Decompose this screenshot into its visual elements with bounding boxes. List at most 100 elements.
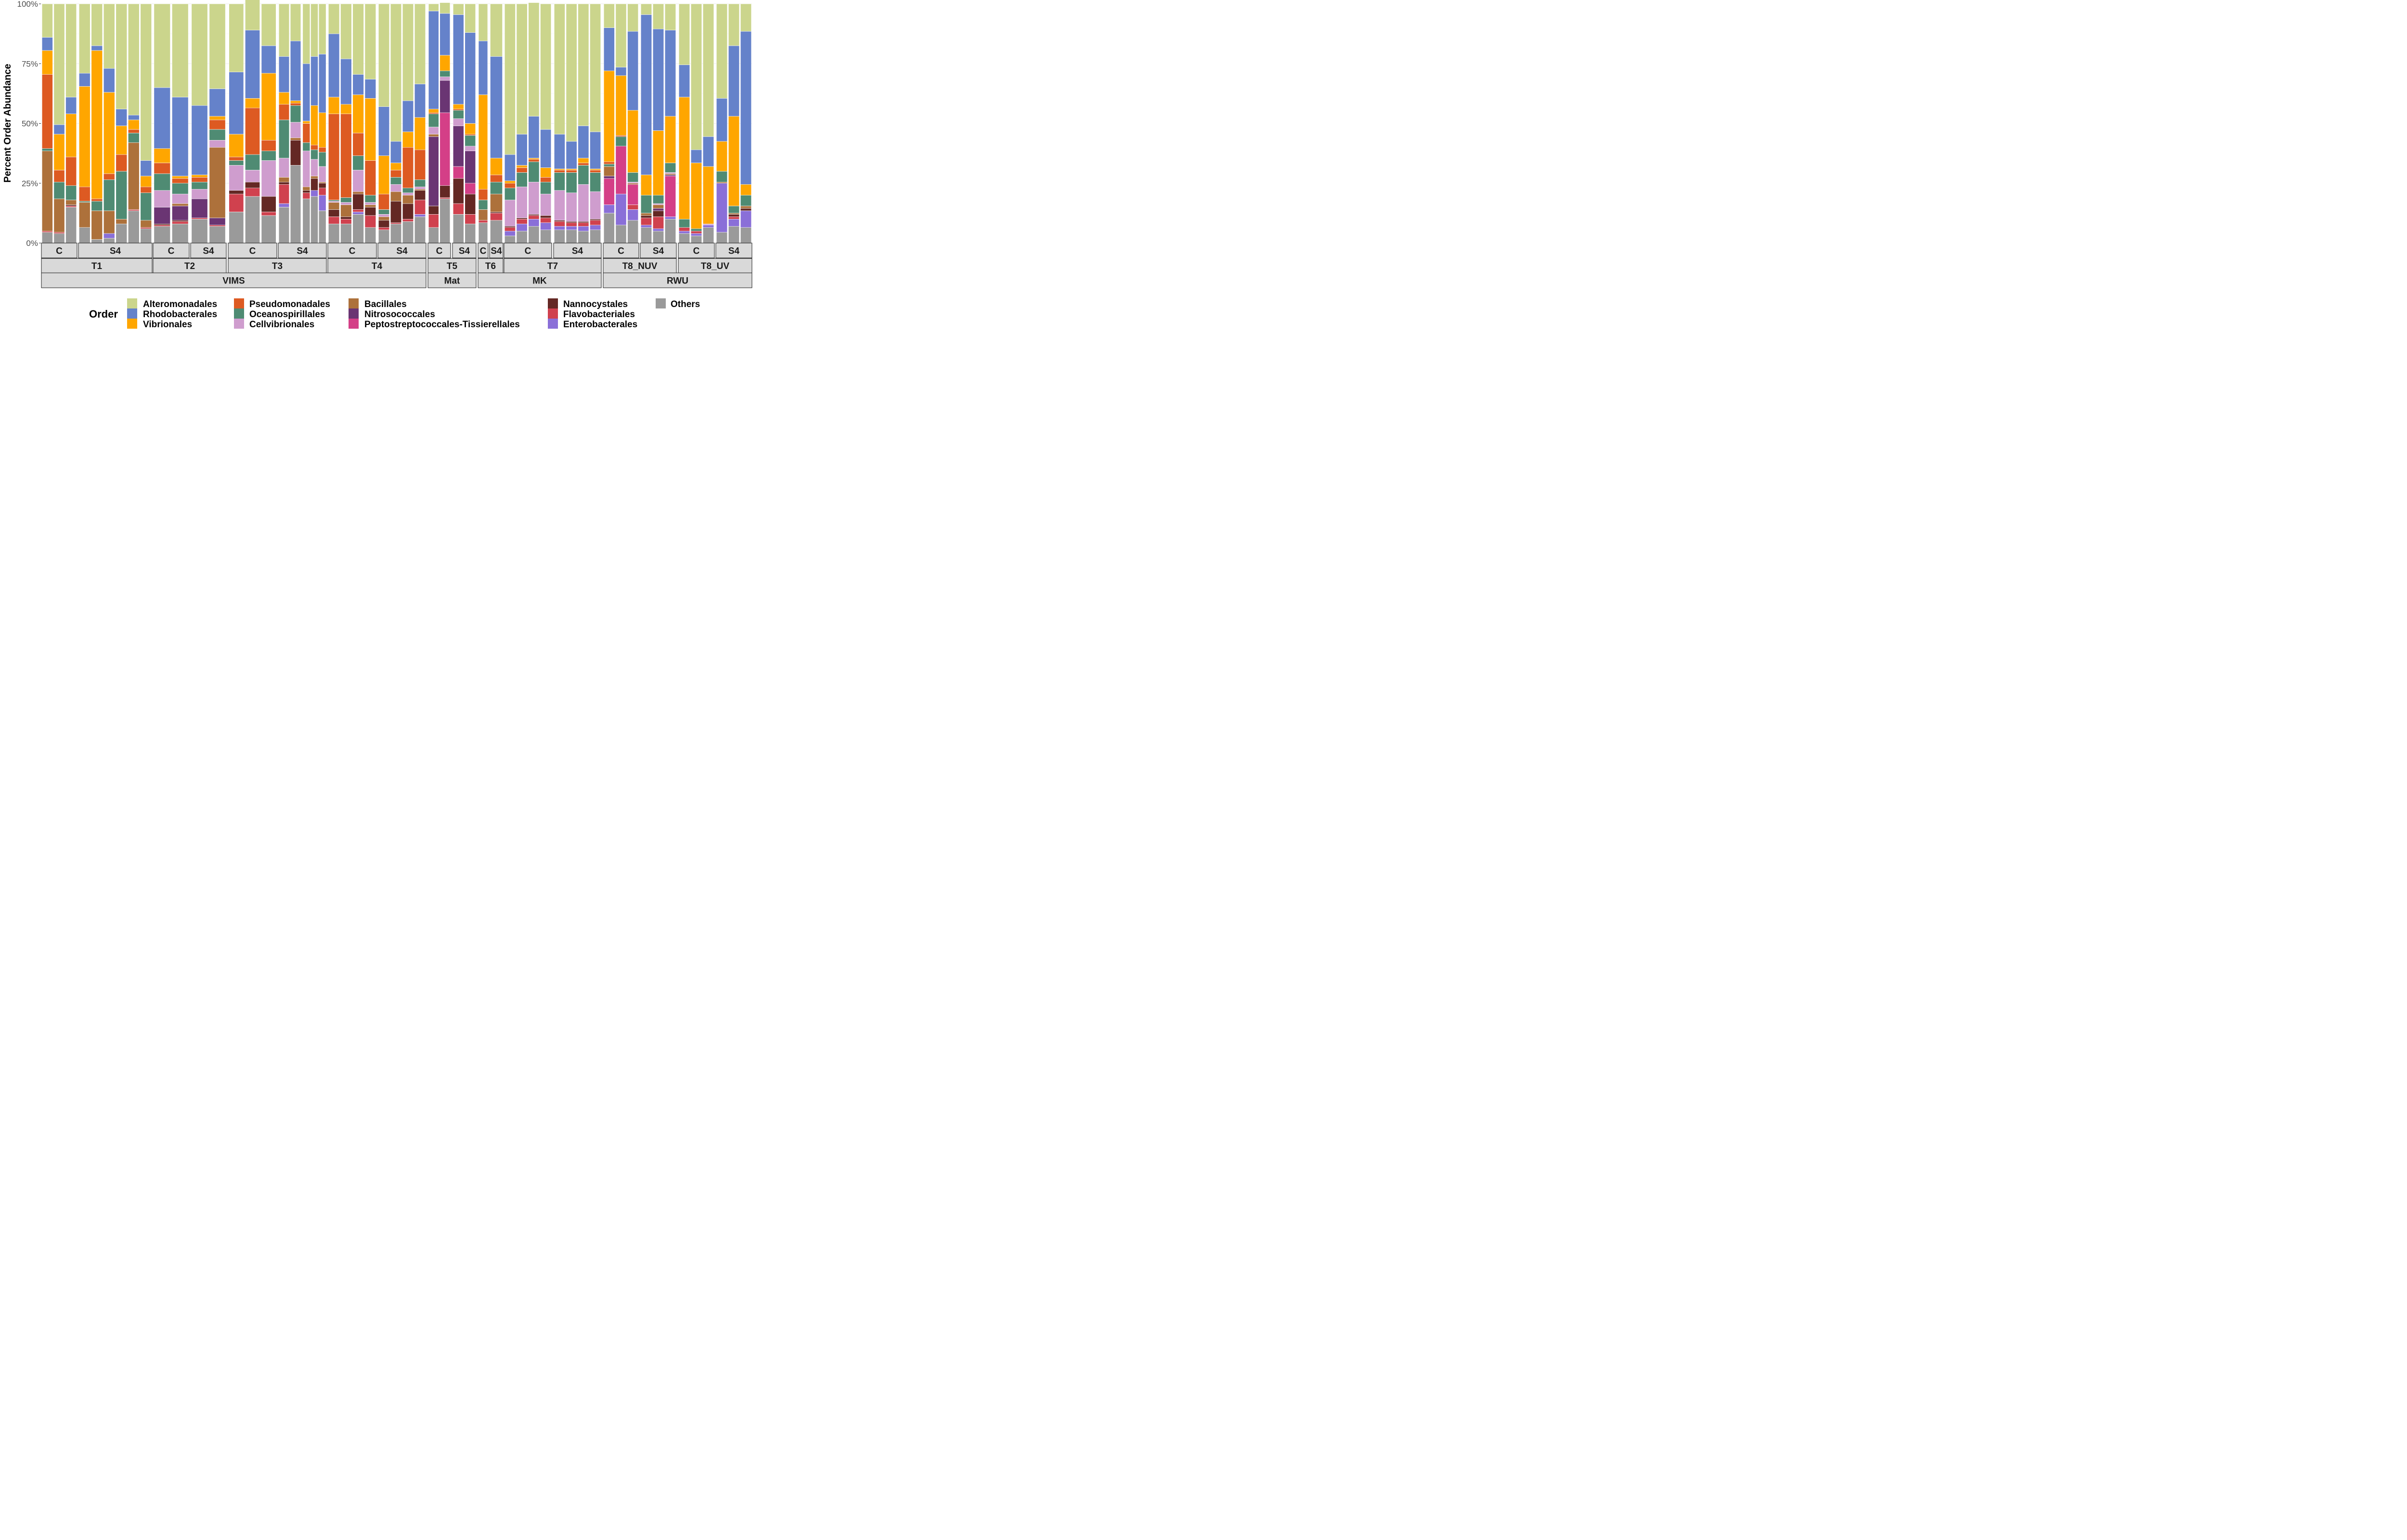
- bar-segment-alteromonadales: [414, 3, 426, 84]
- strip-treatment-box: [452, 243, 477, 258]
- stacked-bar: [478, 3, 488, 244]
- stacked-bar: [41, 3, 53, 244]
- bar-segment-bacillales: [740, 205, 752, 209]
- bar-segment-oceanospirillales: [91, 201, 103, 211]
- bar-segment-vibrionales: [716, 141, 728, 172]
- bar-segment-oceanospirillales: [278, 119, 290, 158]
- bar-segment-others: [261, 215, 276, 244]
- bar-segment-alteromonadales: [302, 3, 311, 64]
- bar-segment-nitrosococcales: [209, 218, 226, 226]
- legend-item: Oceanospirillales: [234, 308, 325, 320]
- stacked-bar: [603, 3, 615, 244]
- legend-item: Nitrosococcales: [349, 308, 435, 320]
- bar-segment-rhodobacterales: [678, 64, 690, 98]
- bar-segment-cellvibrionales: [261, 160, 276, 197]
- strip-treatment-label: S4: [728, 246, 740, 257]
- bar-segment-rhodobacterales: [53, 124, 65, 135]
- bar-segment-vibrionales: [453, 104, 464, 109]
- strip-timepoint-box: [678, 258, 752, 273]
- bar-segment-pseudomonadales: [128, 129, 140, 133]
- bar-segment-rhodobacterales: [390, 141, 402, 163]
- bar-segment-pseudomonadales: [504, 183, 516, 188]
- bar-segment-rhodobacterales: [209, 89, 226, 116]
- strip-treatment-box: [377, 243, 427, 258]
- bar-segment-others: [116, 223, 128, 244]
- bar-segment-vibrionales: [516, 165, 528, 168]
- bar-segment-nannocystales: [590, 218, 601, 221]
- strip-timepoint-label: T7: [547, 261, 558, 271]
- bar-segment-alteromonadales: [328, 3, 340, 34]
- stacked-bar: [140, 3, 152, 244]
- bar-segment-others: [578, 231, 589, 244]
- bar-segment-alteromonadales: [154, 3, 170, 88]
- bar-segment-nitrosococcales: [652, 208, 664, 211]
- bar-segment-alteromonadales: [41, 3, 53, 38]
- stacked-bar: [364, 3, 376, 244]
- bar-segment-others: [528, 226, 540, 244]
- legend-label: Bacillales: [364, 299, 407, 309]
- bar-segment-others: [209, 226, 226, 244]
- bar-segment-bacillales: [116, 218, 128, 224]
- strip-timepoint-box: [504, 258, 602, 273]
- stacked-bar: [402, 3, 414, 244]
- strip-timepoint-box: [478, 258, 504, 273]
- bar-segment-rhodobacterales: [702, 136, 714, 167]
- bar-segment-vibrionales: [140, 176, 152, 187]
- bar-segment-alteromonadales: [172, 3, 189, 98]
- strip-timepoint-box: [603, 258, 677, 273]
- legend-swatch: [349, 298, 359, 308]
- bar-segment-rhodobacterales: [728, 45, 740, 116]
- bar-segment-cellvibrionales: [302, 151, 311, 187]
- bar-segment-bacillales: [91, 210, 103, 240]
- bar-segment-nannocystales: [318, 183, 326, 188]
- bar-segment-flavobacteriales: [440, 197, 451, 199]
- legend-swatch: [349, 308, 359, 319]
- bar-segment-others: [554, 230, 565, 244]
- bar-segment-alteromonadales: [91, 3, 103, 46]
- stacked-bar: [490, 3, 503, 244]
- bar-segment-rhodobacterales: [290, 40, 301, 101]
- strip-timepoint-box: [427, 258, 477, 273]
- bar-segment-rhodobacterales: [453, 14, 464, 105]
- bar-segment-cellvibrionales: [191, 189, 208, 199]
- bar-segment-vibrionales: [640, 175, 652, 195]
- bar-segment-cellvibrionales: [172, 193, 189, 204]
- bar-segment-cellvibrionales: [504, 200, 516, 227]
- bar-segment-bacillales: [352, 191, 364, 194]
- bar-segment-bacillales: [428, 134, 439, 137]
- bar-segment-flavobacteriales: [528, 215, 540, 219]
- bar-segment-nannocystales: [154, 223, 170, 226]
- bar-segment-alteromonadales: [290, 3, 301, 41]
- bar-segment-vibrionales: [352, 94, 364, 133]
- bar-segment-rhodobacterales: [352, 74, 364, 95]
- legend-swatch: [234, 298, 244, 308]
- bar-segment-pseudomonadales: [290, 103, 301, 106]
- bar-segment-vibrionales: [128, 119, 140, 130]
- bar-segment-others: [478, 222, 488, 244]
- bar-segment-alteromonadales: [702, 3, 714, 137]
- legend-item: Vibrionales: [127, 319, 192, 330]
- bar-segment-pseudomonadales: [229, 156, 244, 161]
- bar-segment-vibrionales: [566, 168, 577, 170]
- bar-segment-flavobacteriales: [328, 217, 340, 224]
- strip-treatment-label: S4: [396, 246, 408, 257]
- bar-segment-nannocystales: [328, 209, 340, 217]
- stacked-bar: [652, 3, 664, 244]
- bar-segment-flavobacteriales: [402, 218, 414, 222]
- bar-segment-enterobacterales: [414, 214, 426, 217]
- bar-segment-vibrionales: [245, 98, 260, 108]
- strip-treatment-label: S4: [491, 246, 502, 257]
- bar-segment-bacillales: [290, 138, 301, 141]
- bar-segment-enterobacterales: [528, 218, 540, 227]
- stacked-bar: [516, 3, 528, 244]
- bar-segment-nannocystales: [302, 190, 311, 193]
- bar-segment-rhodobacterales: [378, 106, 390, 156]
- bar-segment-pseudomonadales: [318, 147, 326, 153]
- bar-segment-vibrionales: [390, 163, 402, 170]
- stacked-bar: [78, 3, 91, 244]
- bar-segment-alteromonadales: [465, 3, 476, 33]
- bar-segment-oceanospirillales: [390, 177, 402, 185]
- bar-segment-vibrionales: [678, 97, 690, 219]
- bar-segment-rhodobacterales: [278, 56, 290, 93]
- bar-segment-oceanospirillales: [311, 149, 318, 160]
